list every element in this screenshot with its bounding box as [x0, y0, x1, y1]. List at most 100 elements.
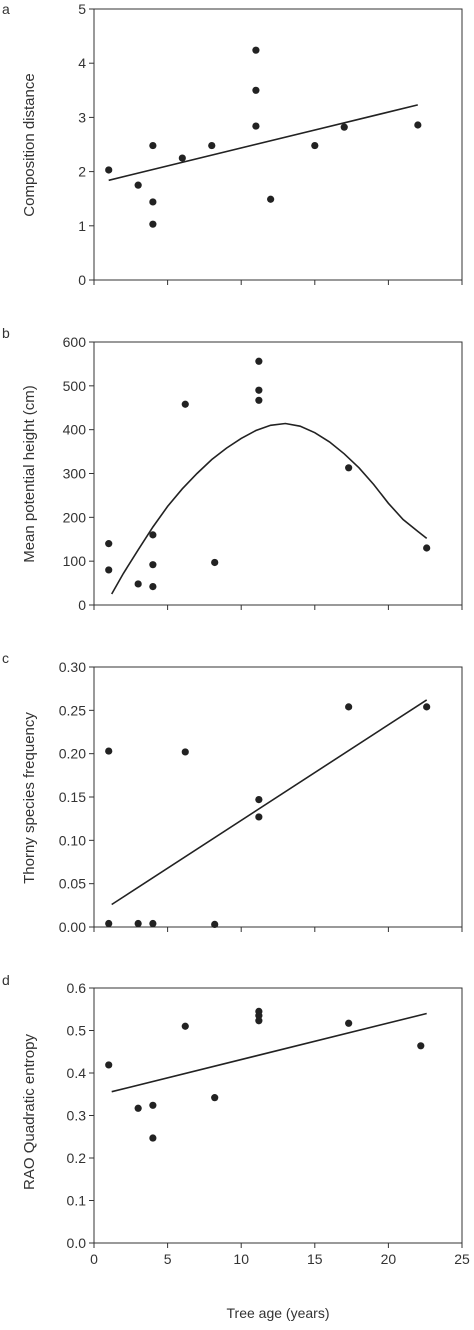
panel-a-data-point — [149, 141, 157, 150]
panel-b-data-point — [134, 580, 142, 588]
panel-b-data-point — [211, 558, 219, 567]
panel-b-y-tick-label: 600 — [63, 334, 87, 350]
panel-b-ylabel: Mean potential height (cm) — [21, 385, 38, 563]
panel-a-data-point — [134, 181, 142, 189]
panel-a-y-tick-label: 1 — [78, 218, 86, 234]
panel-d-plot-frame — [93, 987, 463, 1244]
panel-c-data-point — [255, 813, 263, 821]
panel-d-data-point — [255, 1017, 263, 1025]
panel-b-data-point — [255, 386, 263, 394]
panel-c-y-tick-label: 0.15 — [59, 789, 86, 805]
panel-b-y-tick-label: 300 — [63, 466, 87, 482]
panel-d-data-point — [255, 1012, 263, 1020]
x-axis-label: Tree age (years) — [227, 1305, 330, 1321]
panel-c-data-point — [345, 703, 353, 711]
panel-d-ylabel: RAO Quadratic entropy — [21, 1034, 38, 1190]
panel-d-y-tick-label: 0.5 — [67, 1023, 87, 1039]
panel-b-data-point — [149, 561, 157, 569]
panel-d-data-point — [149, 1101, 157, 1109]
panel-c-label: c — [2, 650, 9, 666]
panel-a-data-point — [252, 46, 260, 54]
panel-c: c Thorny species frequency 0.00 0.05 0.10 0… — [2, 650, 463, 935]
panel-d-data-point — [211, 1094, 219, 1102]
panel-a-data-point — [178, 154, 186, 162]
panel-d-data-point — [105, 1061, 113, 1069]
panel-b-data-point — [255, 357, 263, 365]
panel-b-label: b — [2, 325, 10, 341]
panel-a-data-point — [340, 123, 348, 131]
panel-a-data-point — [311, 141, 319, 150]
panel-a-data-point — [105, 166, 113, 174]
panel-d-y-tick-label: 0.6 — [67, 980, 87, 996]
x-tick-label: 15 — [307, 1251, 323, 1267]
panel-c-data-point — [423, 703, 431, 711]
panel-b-y-tick-label: 500 — [63, 378, 87, 394]
x-tick-label: 5 — [164, 1251, 172, 1267]
panel-d-y-tick-label: 0.3 — [67, 1108, 87, 1124]
panel-b-y-tick-label: 400 — [63, 422, 87, 438]
panel-d: d RAO Quadratic entropy 0.0 0.1 0.2 0.3 0.4 0… — [2, 972, 470, 1267]
panel-a-y-tick-label: 4 — [78, 55, 86, 71]
panel-d-y-tick-label: 0.0 — [67, 1235, 87, 1251]
panel-c-data-point — [255, 796, 263, 804]
panel-b: b Mean potential height (cm) 0 100 200 300 4… — [2, 325, 463, 613]
panel-c-y-tick-label: 0.00 — [59, 919, 86, 935]
panel-c-data-point — [105, 919, 113, 928]
panel-a-y-tick-label: 3 — [78, 109, 86, 125]
panel-a-y-tick-label: 0 — [78, 272, 86, 288]
panel-c-y-tick-label: 0.30 — [59, 659, 86, 675]
panel-d-fit-line — [111, 1012, 427, 1093]
x-tick-label: 20 — [381, 1251, 397, 1267]
panel-b-data-point — [181, 400, 189, 408]
panel-a-label: a — [2, 1, 10, 17]
panel-c-data-point — [134, 919, 142, 928]
panel-d-data-point — [181, 1022, 189, 1030]
panel-d-data-point — [149, 1134, 157, 1142]
panel-a-fit-line — [108, 104, 418, 182]
panel-d-label: d — [2, 972, 10, 988]
panel-a-plot-frame — [93, 8, 463, 281]
panel-a-data-point — [252, 86, 260, 94]
panel-d-y-tick-label: 0.2 — [67, 1150, 87, 1166]
panel-a-y-tick-label: 2 — [78, 164, 86, 180]
panel-b-y-tick-label: 200 — [63, 509, 87, 525]
panel-c-y-tick-label: 0.05 — [59, 876, 86, 892]
panel-a-y-tick-label: 5 — [78, 1, 86, 17]
panel-a-data-point — [252, 122, 260, 130]
panel-d-y-tick-label: 0.4 — [67, 1065, 87, 1081]
panel-b-data-point — [423, 544, 431, 552]
panel-a-ylabel: Composition distance — [21, 73, 38, 216]
panel-d-y-tick-label: 0.1 — [67, 1193, 87, 1209]
panel-d-data-point — [345, 1019, 353, 1027]
panel-d-data-point — [134, 1104, 142, 1112]
panel-a-data-point — [414, 121, 422, 129]
panel-c-y-tick-label: 0.20 — [59, 746, 86, 762]
panel-c-data-point — [105, 747, 113, 755]
panel-a-data-point — [267, 195, 275, 203]
panel-c-y-tick-label: 0.10 — [59, 832, 86, 848]
panel-b-data-point — [149, 582, 157, 591]
panel-c-data-point — [181, 748, 189, 756]
panel-a-data-point — [149, 198, 157, 206]
panel-b-plot-frame — [93, 341, 463, 606]
panel-b-data-point — [105, 566, 113, 574]
panel-c-data-point — [211, 920, 219, 929]
panel-b-y-tick-label: 0 — [78, 597, 86, 613]
x-tick-label: 10 — [233, 1251, 249, 1267]
panel-c-y-tick-label: 0.25 — [59, 702, 86, 718]
panel-b-data-point — [149, 531, 157, 539]
panel-c-data-point — [149, 919, 157, 928]
panel-b-data-point — [345, 464, 353, 472]
panel-a-data-point — [208, 141, 216, 150]
panel-b-y-tick-label: 100 — [63, 553, 87, 569]
panel-a: a Composition distance 0 1 2 3 4 5 — [2, 1, 463, 288]
x-tick-label: 0 — [90, 1251, 98, 1267]
panel-d-data-point — [417, 1042, 425, 1050]
panel-c-fit-line — [111, 699, 428, 906]
x-tick-label: 25 — [454, 1251, 470, 1267]
panel-a-data-point — [149, 220, 157, 228]
panel-b-data-point — [255, 396, 263, 404]
panel-b-data-point — [105, 540, 113, 548]
